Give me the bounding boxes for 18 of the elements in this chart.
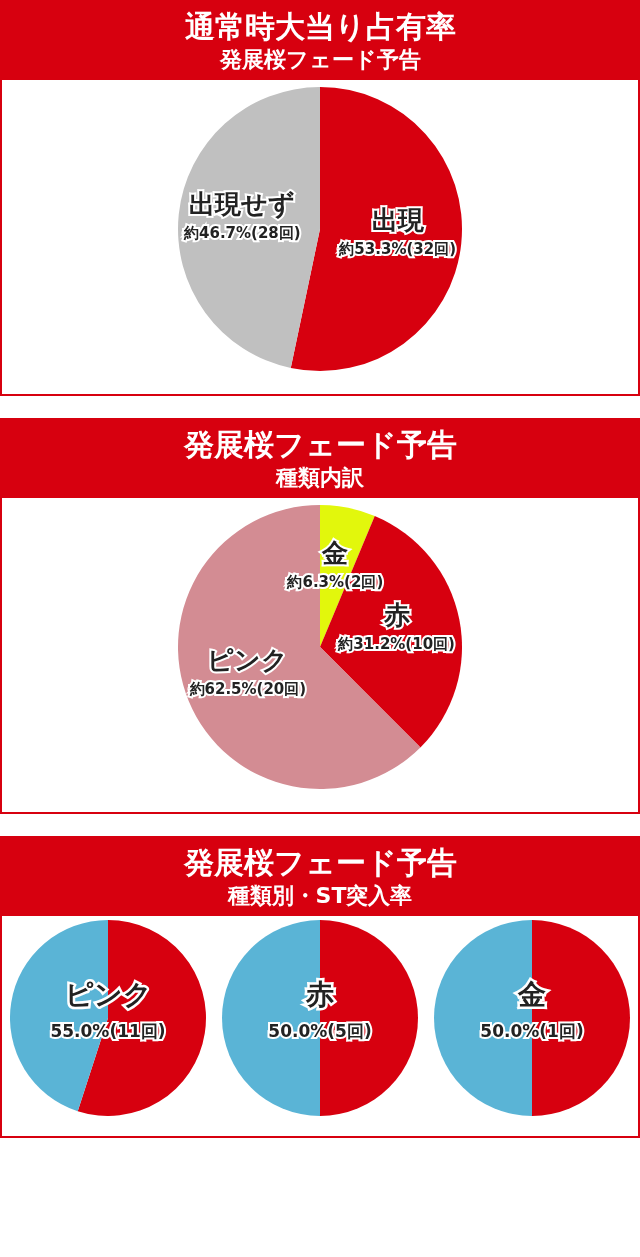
- data-label: 約46.7%(28回): [183, 223, 301, 242]
- text: 種類別・ST突入率: [226, 882, 414, 910]
- chart-title: 通常時大当り占有率: [183, 8, 457, 46]
- data-label: 約6.3%(2回): [286, 573, 384, 592]
- text: 金: [517, 978, 546, 1011]
- data-label: 約62.5%(20回): [188, 679, 307, 698]
- data-label: 約53.3%(32回): [338, 240, 456, 259]
- slice-label: 赤: [382, 599, 410, 630]
- chart-subtitle: 発展桜フェード予告: [218, 46, 422, 74]
- text: 発展桜フェード予告: [182, 844, 458, 882]
- chart-title: 発展桜フェード予告: [182, 426, 458, 464]
- slice-label: 出現: [371, 205, 425, 236]
- slice-label: 金: [321, 538, 349, 569]
- data-label: 約31.2%(10回): [337, 634, 455, 653]
- text: 赤: [305, 978, 334, 1011]
- slice-label: 出現せず: [189, 188, 296, 219]
- chart-subtitle: 種類内訳: [274, 464, 365, 492]
- slice-label: ピンク: [207, 644, 289, 675]
